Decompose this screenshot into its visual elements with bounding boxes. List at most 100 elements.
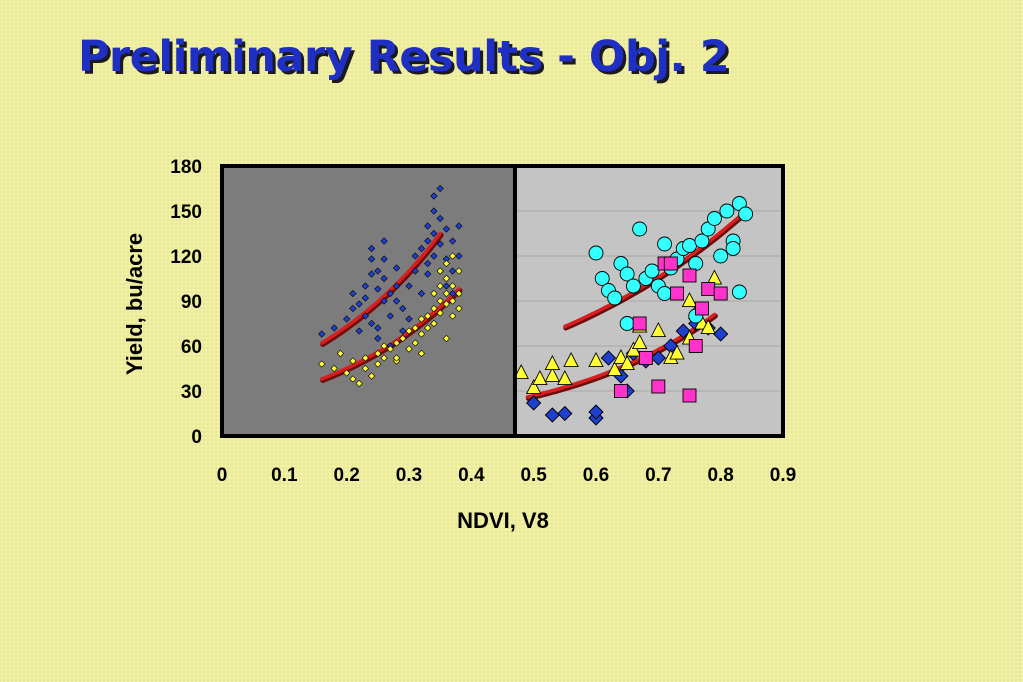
data-point [343,369,351,377]
y-axis-title: Yield, bu/acre [122,233,147,375]
data-point [405,345,413,353]
data-point [424,222,432,230]
data-point [682,238,697,253]
data-point [713,286,728,301]
data-point [436,240,444,248]
data-point [532,369,548,386]
data-point [525,378,542,395]
data-point [650,350,666,366]
data-point [701,282,716,296]
plot-frame [220,164,785,438]
data-point [442,274,451,283]
data-point [442,289,451,298]
data-point [330,364,338,373]
data-point [430,192,438,200]
data-point [430,319,438,328]
slide-title: Preliminary Results - Obj. 2 [78,32,730,82]
data-point [449,289,457,298]
data-point [367,270,376,278]
data-point [563,351,579,368]
data-point [367,244,376,253]
data-point [374,324,382,332]
y-tick-label: 30 [181,382,202,403]
data-point [436,214,444,223]
data-point [367,255,376,263]
data-point [442,225,451,233]
data-point [430,229,438,238]
data-point [367,372,376,380]
data-point [355,379,363,388]
data-point [417,349,426,358]
data-point [713,326,729,342]
x-tick-label: 0.2 [333,465,359,486]
data-point [449,312,457,320]
data-point [449,252,457,260]
data-point [361,294,369,302]
data-point [682,268,697,283]
data-point [625,278,641,294]
data-point [455,252,463,260]
data-point [380,342,388,350]
x-tick-label: 0.5 [520,465,547,486]
data-point [374,360,382,368]
data-point [613,348,629,365]
data-point [349,304,357,313]
data-point [380,255,388,263]
data-point [392,264,401,272]
data-point [367,319,376,328]
data-point [411,267,419,275]
data-point [713,248,729,264]
data-point [725,241,741,256]
data-point [386,312,394,320]
data-point [650,321,667,338]
data-point [424,312,432,320]
data-point [374,285,382,293]
data-point [663,256,678,271]
y-tick-label: 150 [170,202,202,223]
data-point [600,350,617,366]
data-point [675,323,691,339]
data-point [557,369,573,386]
data-point [436,309,444,317]
data-point [336,349,345,358]
data-point [700,318,716,335]
data-point [405,327,413,335]
data-point [392,297,401,305]
data-point [688,339,703,353]
data-point [544,366,561,383]
data-point [343,315,351,323]
data-point [442,334,451,343]
data-point [399,327,407,335]
data-point [526,395,542,411]
data-point [392,282,401,290]
data-point [619,354,635,371]
data-point [513,363,529,380]
data-point [557,405,573,422]
data-point [386,289,394,298]
data-point [731,284,747,300]
x-tick-label: 0 [217,465,228,486]
data-point [411,339,419,347]
data-point [399,334,407,343]
data-point [380,274,388,283]
fit-line-1 [319,231,442,345]
data-point [349,357,357,365]
data-point [424,237,432,245]
data-point [670,286,684,301]
data-point [588,404,604,420]
x-tick-label: 0.3 [396,465,422,486]
data-point [361,282,369,290]
data-point [544,354,561,371]
data-point [619,316,635,331]
y-tick-label: 180 [170,157,202,178]
data-point [607,290,623,306]
data-point [706,211,722,226]
data-point [632,221,648,237]
data-point [430,289,438,298]
x-tick-label: 0.1 [271,465,298,486]
data-point [688,256,704,271]
data-point [588,245,604,261]
data-point [442,282,451,290]
x-tick-label: 0.6 [583,465,609,486]
data-point [436,184,444,193]
